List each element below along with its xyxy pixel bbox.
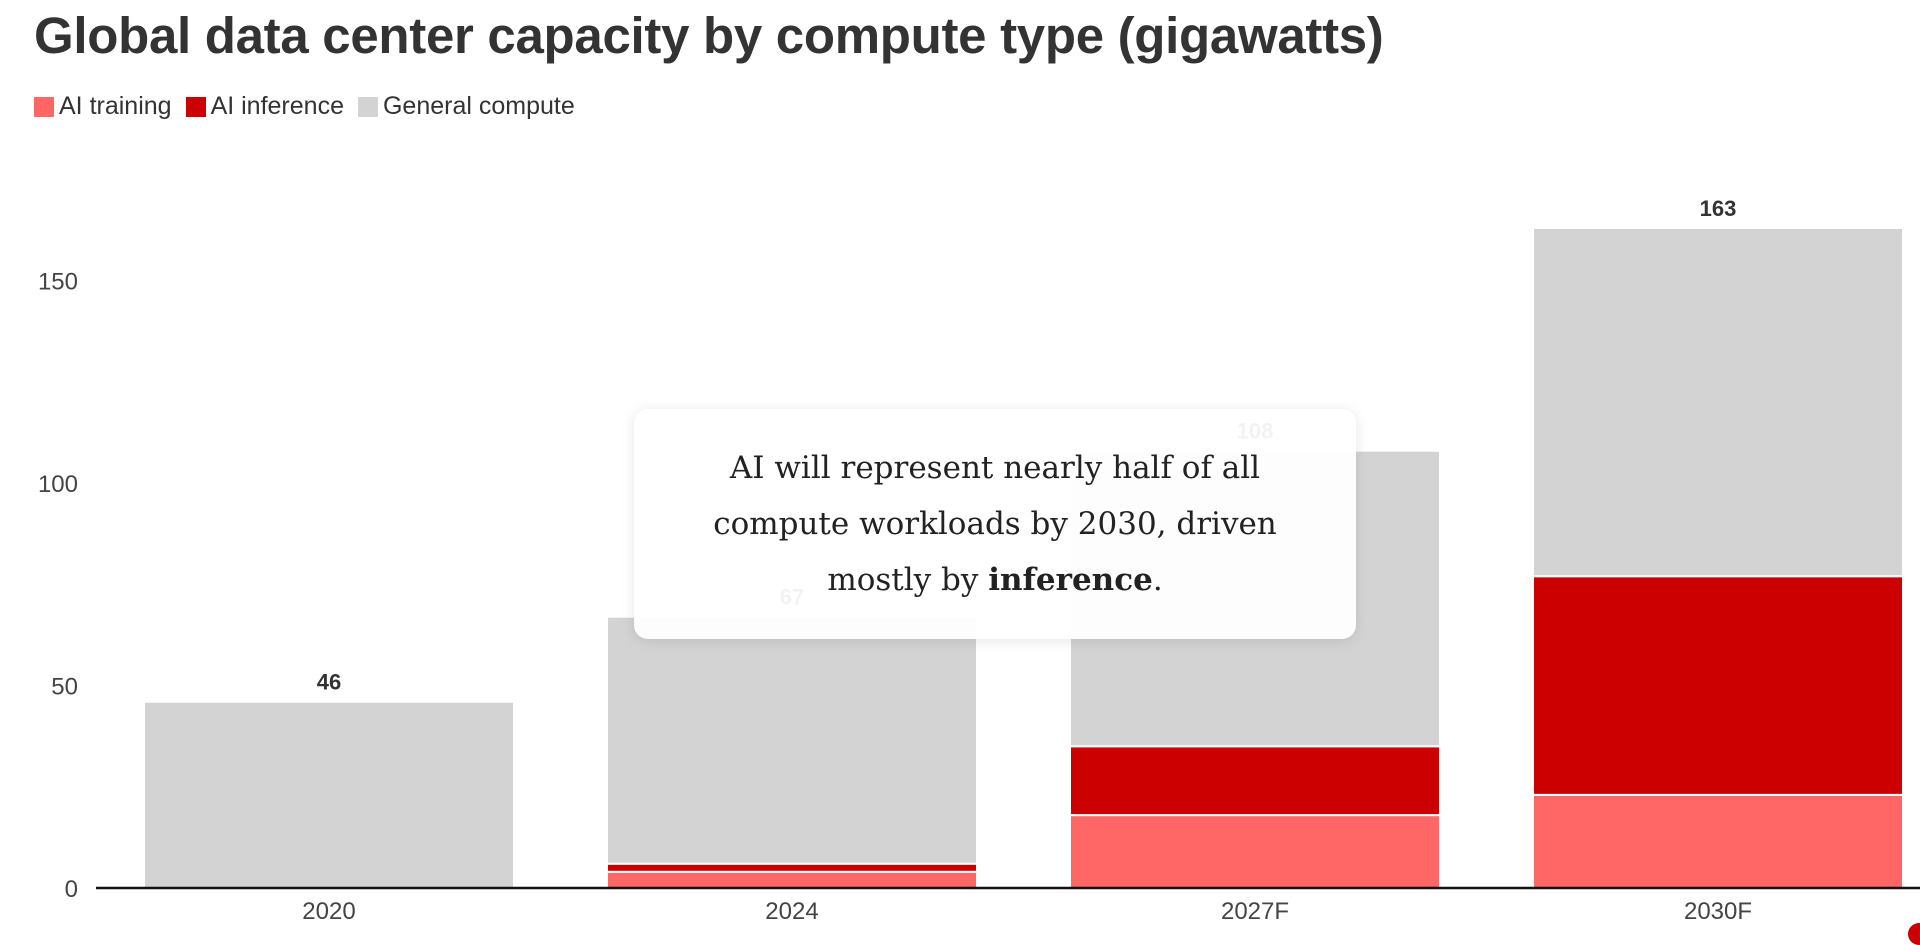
corner-badge xyxy=(1908,923,1920,945)
chart-title: Global data center capacity by compute t… xyxy=(34,7,1384,64)
legend-swatch-ai-inference xyxy=(185,96,206,117)
y-tick-label: 0 xyxy=(65,876,78,903)
y-tick-label: 50 xyxy=(51,674,78,701)
annotation-text: AI will represent nearly half of all com… xyxy=(664,440,1326,608)
chart-legend: AI training AI inference General compute xyxy=(34,92,575,121)
bar-segment-general-compute xyxy=(1532,227,1904,578)
x-tick-label: 2027F xyxy=(1221,898,1289,925)
bar-segment-general-compute xyxy=(143,700,515,889)
legend-label-ai-inference: AI inference xyxy=(210,92,344,120)
legend-item-general-compute[interactable]: General compute xyxy=(357,92,575,121)
bar-segment-ai-training xyxy=(1069,814,1441,890)
bar-segment-ai-training xyxy=(1532,793,1904,889)
bar-segment-ai-inference xyxy=(606,862,978,873)
bar-segment-ai-inference xyxy=(1532,575,1904,796)
bar-segment-ai-training xyxy=(606,870,978,890)
legend-label-general-compute: General compute xyxy=(382,92,575,120)
legend-item-ai-inference[interactable]: AI inference xyxy=(185,92,344,121)
y-tick-label: 150 xyxy=(38,269,78,296)
bar-total-label: 163 xyxy=(1700,196,1737,221)
annotation-text-end: . xyxy=(1152,562,1163,598)
legend-swatch-general-compute xyxy=(357,96,378,117)
bar-segment-general-compute xyxy=(606,615,978,865)
annotation-text-main: AI will represent nearly half of all com… xyxy=(713,450,1277,598)
y-tick-label: 100 xyxy=(38,471,78,498)
legend-item-ai-training[interactable]: AI training xyxy=(34,92,172,121)
annotation-callout: AI will represent nearly half of all com… xyxy=(634,409,1356,639)
x-tick-label: 2030F xyxy=(1684,898,1752,925)
x-tick-label: 2020 xyxy=(302,898,355,925)
x-tick-label: 2024 xyxy=(765,898,818,925)
bar-segment-ai-inference xyxy=(1069,745,1441,817)
legend-swatch-ai-training xyxy=(34,96,54,117)
annotation-text-bold: inference xyxy=(988,562,1153,598)
bar-total-label: 46 xyxy=(317,670,341,695)
legend-label-ai-training: AI training xyxy=(59,92,172,120)
